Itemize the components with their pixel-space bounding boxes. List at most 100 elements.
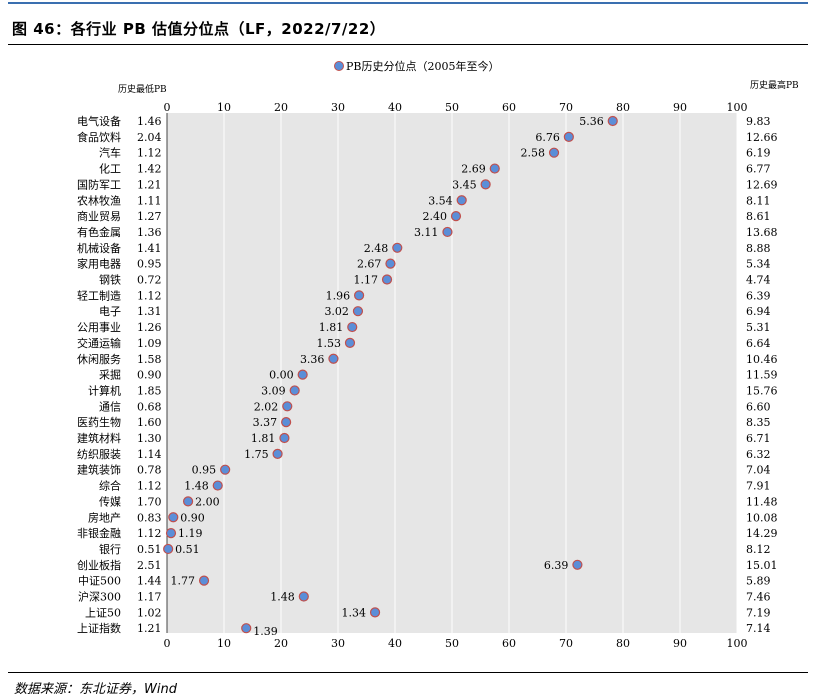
current-pb-label: 0.51 (175, 543, 200, 556)
data-points (163, 115, 618, 634)
x-tick-bottom: 60 (502, 637, 516, 650)
current-pb-label: 1.77 (171, 575, 196, 588)
min-pb-label: 1.44 (137, 575, 162, 588)
category-label: 银行 (99, 542, 121, 556)
data-point (212, 480, 223, 491)
category-label: 食品饮料 (77, 130, 121, 144)
min-pb-label: 1.02 (137, 606, 162, 619)
min-pb-label: 1.41 (137, 242, 162, 255)
min-pb-label: 0.90 (137, 369, 162, 382)
category-label: 中证500 (78, 575, 121, 588)
x-tick-bottom: 40 (388, 637, 402, 650)
min-pb-label: 1.70 (137, 495, 162, 508)
data-point (289, 385, 300, 396)
min-pb-label: 1.14 (137, 448, 162, 461)
category-label: 传媒 (99, 495, 121, 508)
min-pb-label: 1.09 (137, 337, 162, 350)
data-point (241, 623, 252, 634)
category-label: 计算机 (88, 383, 121, 397)
min-pb-label: 1.26 (137, 321, 162, 334)
x-tick-bottom: 30 (331, 637, 345, 650)
data-point (450, 211, 462, 222)
max-pb-label: 5.89 (746, 575, 771, 588)
x-tick-top: 80 (616, 101, 630, 114)
max-pb-label: 15.76 (746, 384, 778, 397)
max-pb-label: 6.32 (746, 448, 771, 461)
x-tick-bottom: 70 (559, 637, 573, 650)
top-accent-line (8, 2, 808, 4)
current-pb-label: 3.45 (452, 178, 477, 191)
current-pb-label: 2.69 (461, 163, 486, 176)
right-header: 历史最高PB (750, 79, 799, 91)
x-tick-bottom: 50 (445, 637, 459, 650)
max-pb-label: 7.04 (746, 464, 771, 477)
data-point (548, 147, 560, 158)
bottom-x-tick-labels: 0 10 20 30 40 50 60 70 80 90 100 (164, 637, 748, 650)
max-pb-label: 6.94 (746, 305, 771, 318)
data-point (328, 353, 339, 364)
max-pb-label: 6.19 (746, 147, 771, 160)
category-label: 沪深300 (78, 590, 121, 604)
current-pb-label: 1.34 (342, 606, 367, 619)
current-pb-label: 0.90 (180, 511, 205, 524)
max-pb-label: 12.69 (746, 178, 778, 191)
x-tick-bottom: 20 (274, 637, 288, 650)
max-pb-label: 8.35 (746, 416, 771, 429)
max-pb-label: 8.12 (746, 543, 771, 556)
min-pb-label: 0.68 (137, 400, 162, 413)
max-pb-label: 6.60 (746, 400, 771, 413)
min-pb-label: 1.46 (137, 115, 162, 128)
x-tick-top: 0 (164, 101, 171, 114)
category-label: 纺织服装 (77, 447, 121, 461)
current-pb-label: 1.17 (354, 274, 379, 287)
category-label: 有色金属 (77, 225, 121, 239)
category-label: 建筑材料 (77, 431, 121, 445)
max-pb-label: 13.68 (746, 226, 778, 239)
category-label: 轻工制造 (77, 288, 121, 302)
max-pb-label: 7.46 (746, 591, 771, 604)
current-pb-label: 3.54 (428, 194, 453, 207)
min-pb-label: 1.11 (137, 194, 162, 207)
current-pb-label: 0.00 (269, 369, 294, 382)
category-labels: 电气设备食品饮料汽车化工国防军工农林牧渔商业贸易有色金属机械设备家用电器钢铁轻工… (77, 114, 121, 635)
max-pb-label: 11.59 (746, 369, 778, 382)
x-tick-top: 70 (559, 101, 573, 114)
current-pb-label: 1.19 (178, 527, 203, 540)
x-tick-top: 100 (727, 101, 748, 114)
data-point (353, 290, 365, 301)
data-point (168, 512, 179, 523)
max-pb-label: 8.88 (746, 242, 771, 255)
max-pb-label: 5.31 (746, 321, 771, 334)
legend-marker (334, 61, 344, 71)
min-pb-label: 0.83 (137, 511, 162, 524)
min-pb-label: 0.78 (137, 464, 162, 477)
current-pb-label: 6.76 (535, 131, 560, 144)
grid-lines (166, 113, 738, 633)
max-pb-label: 5.34 (746, 258, 771, 271)
max-pb-label: 10.08 (746, 511, 778, 524)
category-label: 综合 (99, 479, 121, 493)
max-pb-label: 11.48 (746, 495, 778, 508)
data-point (298, 591, 309, 602)
x-tick-top: 30 (331, 101, 345, 114)
current-pb-label: 0.95 (192, 464, 217, 477)
category-label: 采掘 (99, 368, 121, 382)
data-point (456, 195, 467, 206)
max-pb-label: 6.77 (746, 163, 771, 176)
data-point (442, 226, 453, 238)
current-pb-label: 2.00 (195, 495, 220, 508)
data-point (352, 306, 364, 317)
x-tick-bottom: 10 (217, 637, 231, 650)
max-pb-label: 6.39 (746, 289, 771, 302)
min-pb-label: 0.51 (137, 543, 162, 556)
max-pb-label: 8.61 (746, 210, 771, 223)
min-pb-label: 1.60 (137, 416, 162, 429)
data-point (297, 369, 308, 380)
category-label: 电气设备 (77, 114, 121, 128)
min-pb-label: 1.12 (137, 480, 162, 493)
category-label: 农林牧渔 (77, 193, 121, 207)
data-point (369, 607, 381, 618)
x-tick-bottom: 0 (164, 637, 171, 650)
data-point (282, 401, 293, 412)
